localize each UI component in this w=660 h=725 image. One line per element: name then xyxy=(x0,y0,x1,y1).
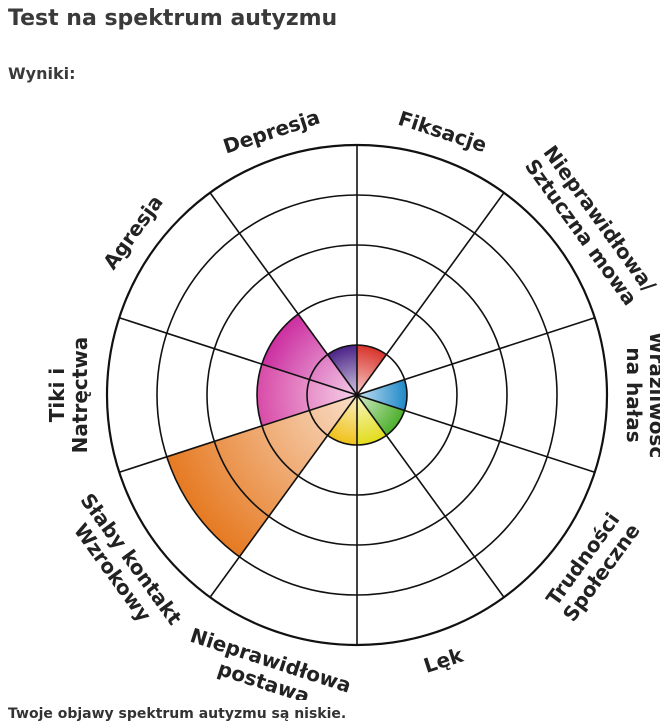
slice-fiksacje-shade xyxy=(357,345,387,395)
grid-spoke xyxy=(356,192,505,396)
grid-spoke xyxy=(209,192,358,396)
grid-spoke xyxy=(118,316,358,396)
grid-group xyxy=(105,143,609,647)
category-label-text: Lęk xyxy=(421,643,467,678)
grid-spoke xyxy=(356,394,505,598)
slice-nieprawidłowa-postawa-shade xyxy=(327,395,357,445)
category-label: Fiksacje xyxy=(395,106,489,157)
grid-spoke xyxy=(356,316,596,396)
category-label-text: Fiksacje xyxy=(395,106,489,157)
category-label: Agresja xyxy=(98,191,168,274)
page-title: Test na spektrum autyzmu xyxy=(8,6,338,31)
slice-wrażliwość-na-hałas-shade xyxy=(357,379,407,411)
category-label: Tiki i Natręctwa xyxy=(45,337,92,454)
category-label-text: Agresja xyxy=(98,191,168,274)
category-label-text: Wrażliwość xyxy=(645,332,660,459)
slice-depresja-shade xyxy=(327,345,357,395)
result-text: Twoje objawy spektrum autyzmu są niskie. xyxy=(8,706,347,722)
category-label-text: Natręctwa xyxy=(68,337,92,454)
slice-agresja-shade xyxy=(261,314,357,395)
slice-słaby-kontakt-wzrokowy-shade xyxy=(166,395,357,557)
grid-spoke xyxy=(118,394,358,474)
slices-group xyxy=(166,314,407,557)
grid-spoke xyxy=(209,394,358,598)
results-label: Wyniki: xyxy=(8,64,76,83)
category-label-text: Tiki i xyxy=(45,368,69,422)
slice-trudności-społeczne-shade xyxy=(357,395,405,436)
category-label-text: na hałas xyxy=(622,347,646,442)
slice-lęk-shade xyxy=(357,395,387,445)
category-label: Lęk xyxy=(421,643,467,678)
grid-spoke xyxy=(356,394,596,474)
